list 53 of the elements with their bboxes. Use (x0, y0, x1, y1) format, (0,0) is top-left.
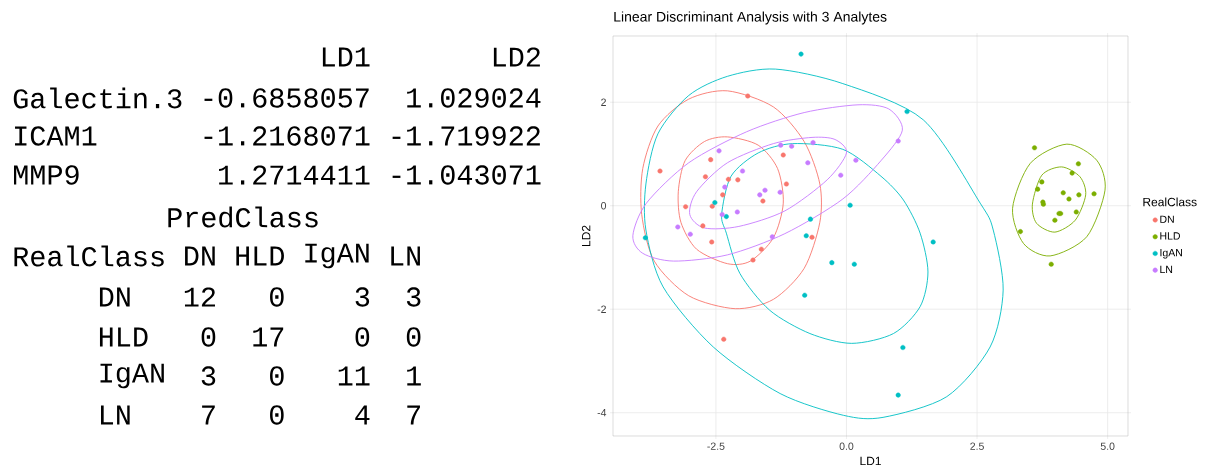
text: IgAN (100, 363, 164, 389)
y-tick-label: -4 (597, 409, 607, 417)
text: 0 (406, 327, 421, 347)
text: DN (185, 246, 215, 266)
text: MMP9 (14, 165, 79, 185)
legend-label: LN (1160, 265, 1173, 274)
text: DN (99, 287, 130, 307)
legend-label: HLD (1160, 232, 1180, 240)
text: RealClass (14, 245, 164, 267)
text: HLD (236, 246, 284, 266)
legend-title: RealClass (1143, 197, 1197, 207)
text: 11 (338, 366, 370, 386)
text: 0 (270, 405, 284, 425)
text: 0 (270, 287, 284, 307)
text: 4 (355, 405, 370, 425)
text: 3 (406, 287, 421, 307)
y-tick-label: 0 (601, 202, 607, 210)
text: 3 (201, 366, 216, 386)
x-tick-label: 2.5 (970, 442, 984, 450)
text: 3 (355, 287, 370, 307)
text: HLD (99, 327, 148, 347)
text: PredClass (168, 206, 318, 228)
chart-title: Linear Discriminant Analysis with 3 Analytes (614, 11, 887, 25)
text: 1 (407, 366, 421, 386)
text: IgAN (305, 243, 369, 269)
text: 1.2714411 (219, 165, 370, 185)
text: LD2 (493, 47, 540, 67)
text: LD1 (322, 47, 370, 67)
y-tick-label: 2 (601, 98, 606, 106)
text: 1.029024 (407, 88, 541, 108)
text: 0 (355, 327, 370, 347)
text: ICAM1 (15, 126, 97, 146)
text: 7 (202, 405, 215, 425)
text: LN (391, 246, 420, 266)
y-tick-label: -2 (597, 305, 606, 313)
x-axis-title: LD1 (860, 456, 881, 466)
text: -1.719922 (392, 126, 540, 146)
legend-label: IgAN (1160, 249, 1182, 259)
text: 12 (184, 287, 215, 307)
x-tick-label: -2.5 (707, 442, 725, 450)
y-axis-title: LD2 (581, 225, 591, 247)
text: 0 (270, 366, 284, 386)
text: -1.2168071 (204, 126, 370, 146)
text: 0 (201, 327, 216, 347)
text: 17 (253, 327, 284, 347)
text: -0.6858057 (204, 88, 369, 108)
text: -1.043071 (392, 165, 541, 185)
text: LN (101, 405, 130, 425)
text: Galectin.3 (13, 87, 182, 109)
legend-label: DN (1160, 215, 1174, 223)
x-tick-label: 5.0 (1100, 442, 1115, 450)
x-tick-label: 0.0 (839, 442, 854, 450)
text: 7 (407, 405, 420, 425)
